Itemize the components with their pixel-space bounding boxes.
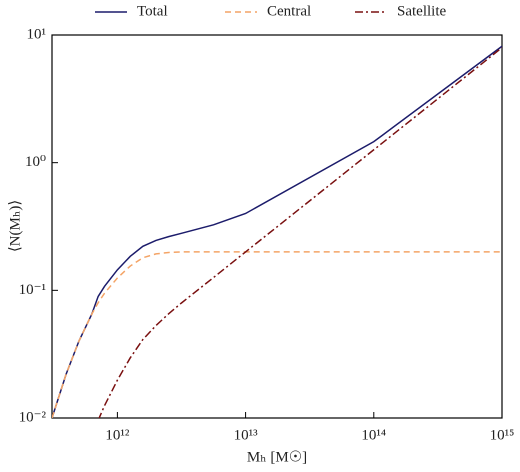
- x-tick-label: 10¹⁵: [490, 427, 515, 443]
- legend-label: Central: [267, 3, 311, 19]
- y-tick-label: 10⁻²: [19, 409, 47, 425]
- x-tick-label: 10¹⁴: [361, 427, 386, 443]
- plot-frame: [51, 34, 503, 419]
- series-line: [52, 251, 502, 418]
- series-line: [98, 47, 502, 418]
- y-tick-label: 10⁰: [25, 154, 46, 170]
- legend-label: Satellite: [397, 3, 446, 19]
- x-tick-label: 10¹²: [105, 427, 129, 443]
- series-line: [52, 45, 502, 418]
- y-tick-label: 10¹: [27, 26, 47, 42]
- x-tick-label: 10¹³: [234, 427, 258, 443]
- y-axis-label: ⟨N(Mₕ)⟩: [7, 200, 23, 252]
- x-axis-label: Mₕ [M☉]: [247, 449, 307, 465]
- y-tick-label: 10⁻¹: [19, 282, 46, 298]
- legend-label: Total: [137, 3, 168, 19]
